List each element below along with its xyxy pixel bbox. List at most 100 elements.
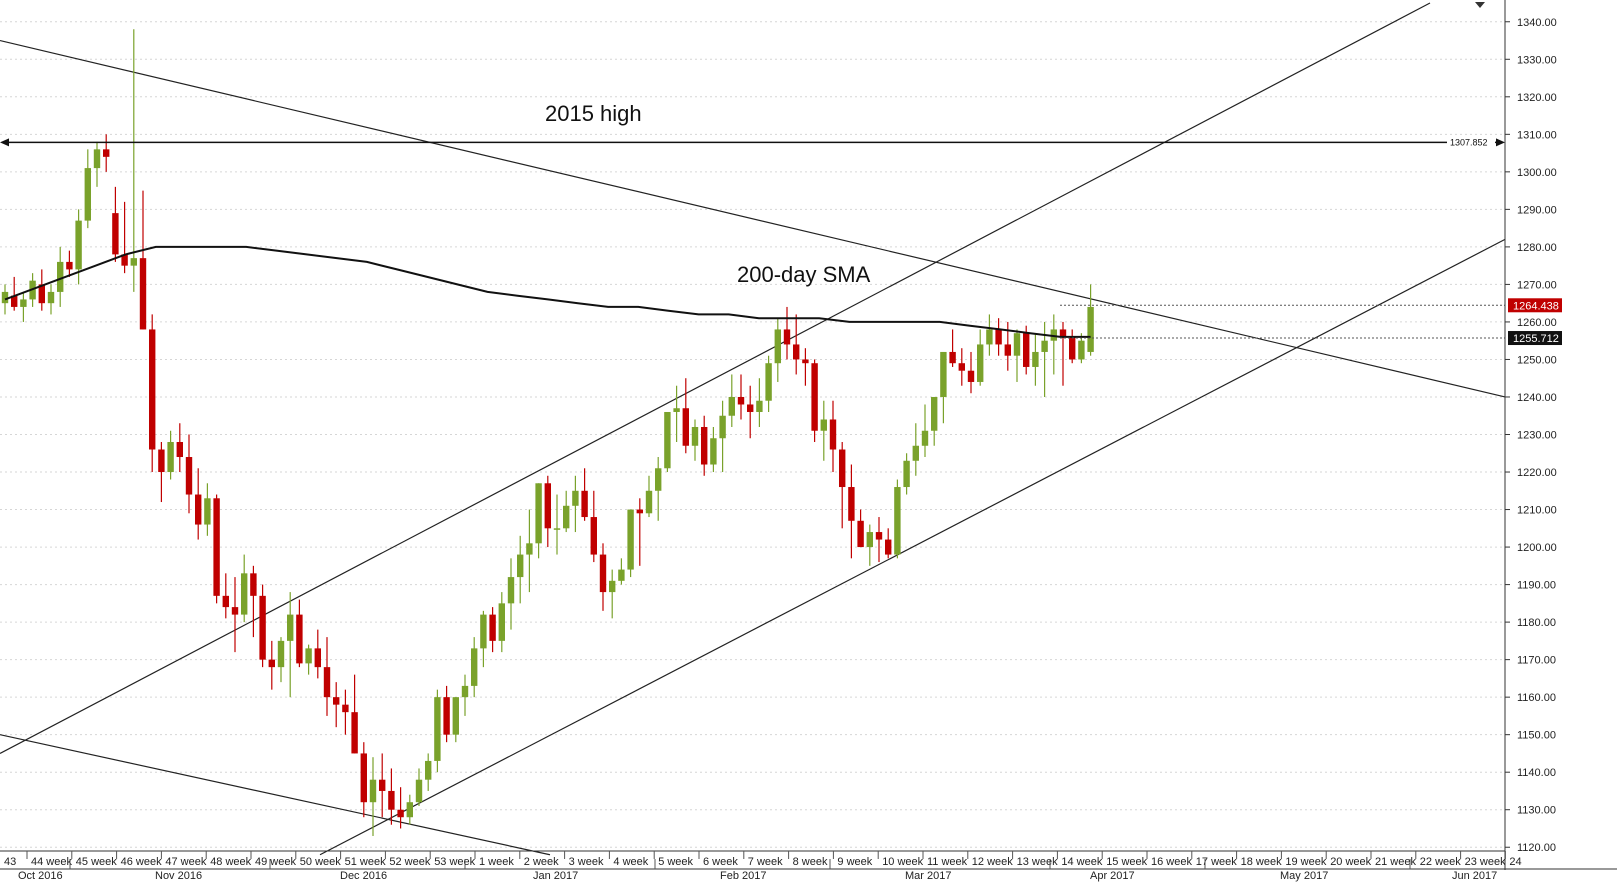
x-month-label: Jan 2017 xyxy=(533,870,578,882)
candle-body xyxy=(1032,351,1039,367)
candle-body xyxy=(728,396,735,416)
candle-body xyxy=(471,648,478,686)
candle-body xyxy=(1087,306,1094,352)
x-month-label: Mar 2017 xyxy=(905,870,951,882)
candle-body xyxy=(563,505,570,529)
candle-body xyxy=(130,258,137,266)
candle-body xyxy=(682,408,689,446)
candle-body xyxy=(489,614,496,641)
candle-body xyxy=(296,614,303,664)
candle-body xyxy=(737,396,745,405)
x-week-label: 48 week xyxy=(210,856,251,868)
level-tag: 1307.852 xyxy=(1450,137,1488,147)
candle-body xyxy=(461,685,469,698)
candle-body xyxy=(121,254,128,266)
candle-body xyxy=(885,539,892,555)
x-week-label: 52 week xyxy=(389,856,430,868)
y-axis[interactable]: 1120.00 1130.00 1140.00 1150.00 1160.00 1170.… xyxy=(1504,0,1557,870)
candle-body xyxy=(149,329,156,450)
candle-body xyxy=(1069,336,1076,360)
y-tick-label: 1220.00 xyxy=(1517,467,1557,479)
y-tick-label: 1200.00 xyxy=(1517,542,1557,554)
candle-body xyxy=(719,415,726,439)
x-week-label: 53 week xyxy=(434,856,475,868)
candles xyxy=(1,29,1094,836)
candle-body xyxy=(139,258,147,330)
candle-body xyxy=(305,648,312,664)
candle-body xyxy=(222,595,229,608)
candle-body xyxy=(176,442,183,458)
x-month-label: Dec 2016 xyxy=(340,870,387,882)
candle-body xyxy=(517,554,524,578)
y-tick-label: 1120.00 xyxy=(1517,842,1556,854)
level-arrow-left xyxy=(0,138,9,147)
candle-body xyxy=(1050,329,1057,341)
y-tick-label: 1190.00 xyxy=(1517,580,1556,592)
candle-body xyxy=(57,261,64,292)
candle-body xyxy=(1078,340,1085,360)
candle-body xyxy=(535,483,542,544)
x-week-label: 22 week xyxy=(1420,856,1461,868)
candle-body xyxy=(793,344,800,360)
candle-body xyxy=(38,284,45,304)
y-tick-label: 1180.00 xyxy=(1517,617,1556,629)
candle-body xyxy=(921,430,929,446)
candle-body xyxy=(931,396,938,431)
price-tag: 1264.438 xyxy=(1513,300,1559,312)
candle-body xyxy=(351,712,358,754)
candle-body xyxy=(636,509,643,514)
x-week-label: 10 week xyxy=(882,856,923,868)
candle-body xyxy=(323,667,331,698)
x-week-label: 19 week xyxy=(1285,856,1326,868)
candle-body xyxy=(93,149,101,169)
trend-line xyxy=(0,39,1506,398)
candle-body xyxy=(553,528,561,530)
candle-body xyxy=(1004,344,1011,356)
x-week-label: 45 week xyxy=(76,856,117,868)
candle-body xyxy=(268,659,275,668)
x-axis[interactable]: 43 44 week 45 week 46 week 47 week 48 week 49 … xyxy=(0,850,1617,882)
x-week-label: 3 week xyxy=(569,856,604,868)
price-tag-bg xyxy=(1508,331,1562,346)
candle-body xyxy=(839,449,846,488)
y-tick-label: 1170.00 xyxy=(1517,655,1556,667)
level-annotation-2015-high: 2015 high xyxy=(545,101,642,126)
candle-body xyxy=(802,359,809,364)
candle-body xyxy=(526,543,533,555)
x-week-label: 16 week xyxy=(1151,856,1192,868)
x-week-label: 11 week xyxy=(927,856,968,868)
candle-body xyxy=(20,299,27,307)
candle-body xyxy=(250,573,257,596)
candle-body xyxy=(397,809,404,818)
sma-annotation: 200-day SMA xyxy=(737,262,871,287)
candle-body xyxy=(820,419,827,431)
candle-body xyxy=(379,779,386,791)
candle-body xyxy=(213,498,220,596)
candle-body xyxy=(314,648,321,668)
price-tag: 1255.712 xyxy=(1513,333,1559,345)
x-week-label: 15 week xyxy=(1106,856,1147,868)
trend-lines xyxy=(0,2,1506,856)
x-week-label: 7 week xyxy=(748,856,783,868)
candle-body xyxy=(167,442,174,473)
candle-body xyxy=(415,779,423,803)
candle-body xyxy=(618,569,625,581)
candle-body xyxy=(756,400,763,412)
x-week-label: 12 week xyxy=(972,856,1013,868)
candle-body xyxy=(673,408,680,412)
x-week-label: 1 week xyxy=(479,856,514,868)
y-tick-label: 1290.00 xyxy=(1517,204,1557,216)
x-week-label: 23 week xyxy=(1465,856,1506,868)
candle-body xyxy=(912,445,919,461)
x-week-label: 4 week xyxy=(613,856,648,868)
candle-body xyxy=(765,363,772,401)
candle-body xyxy=(259,595,266,660)
candle-body xyxy=(425,760,432,780)
candle-body xyxy=(949,351,956,364)
y-tick-label: 1140.00 xyxy=(1517,767,1556,779)
x-week-label: 9 week xyxy=(837,856,872,868)
candle-body xyxy=(940,351,947,397)
candle-body xyxy=(84,168,91,221)
x-week-label: 8 week xyxy=(793,856,828,868)
